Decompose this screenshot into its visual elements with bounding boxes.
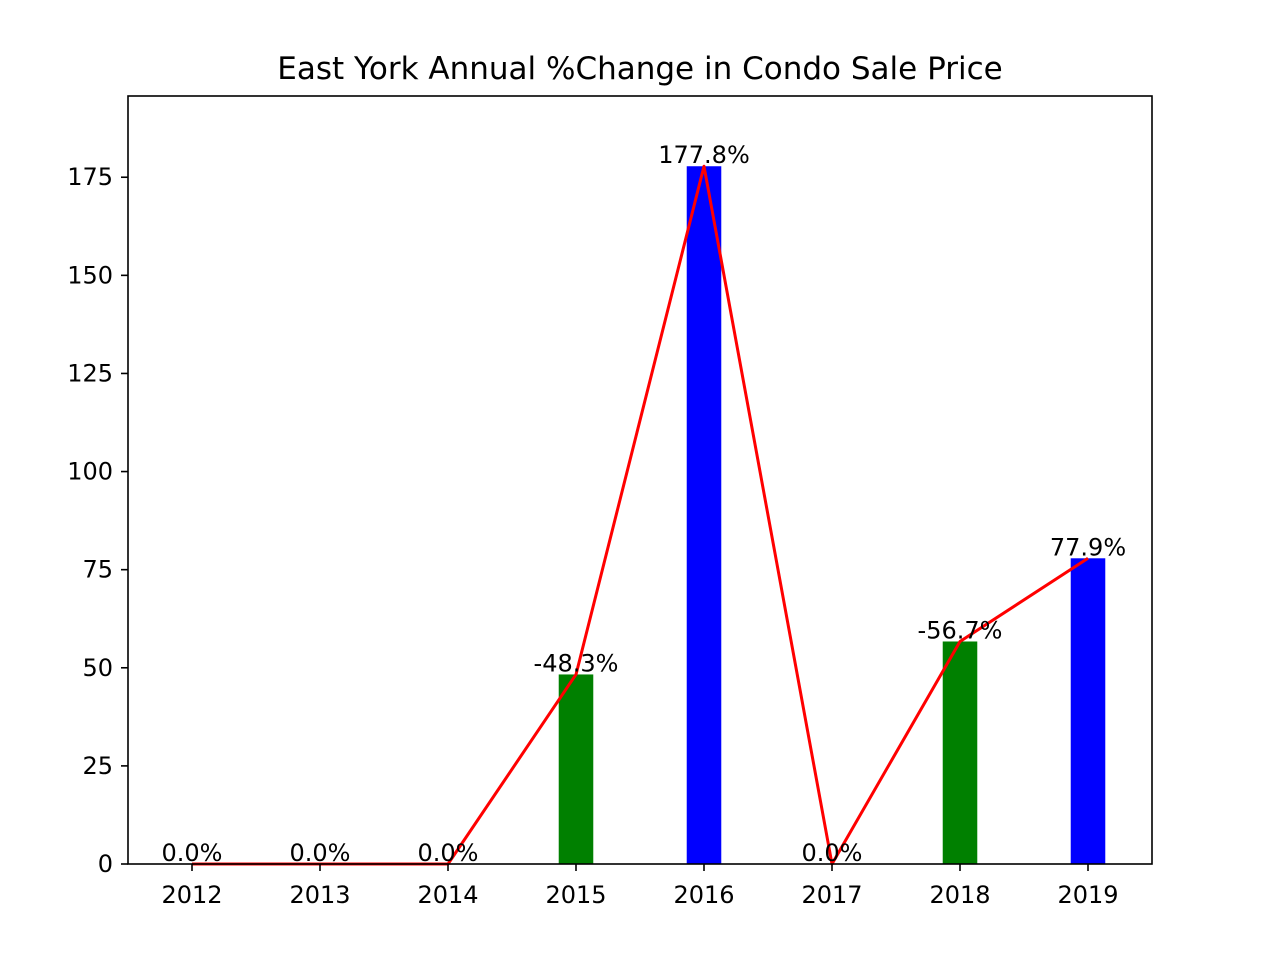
- y-tick-label-175: 175: [67, 163, 113, 191]
- data-label-2019: 77.9%: [1050, 533, 1126, 561]
- plot-area-frame: [127, 95, 1153, 865]
- y-tick-label-25: 25: [82, 752, 113, 780]
- x-tick-label-2013: 2013: [289, 881, 350, 909]
- data-labels-layer: 0.0% 0.0% 0.0% -48.3% 177.8% 0.0% -56.7% 77.9%: [162, 141, 1127, 867]
- y-tick-label-150: 150: [67, 261, 113, 289]
- data-label-2013: 0.0%: [290, 839, 351, 867]
- bar-2015: [558, 674, 594, 864]
- x-tick-label-2014: 2014: [417, 881, 478, 909]
- y-tick-label-75: 75: [82, 556, 113, 584]
- data-label-2012: 0.0%: [162, 839, 223, 867]
- x-tick-label-2018: 2018: [929, 881, 990, 909]
- y-tick-label-0: 0: [98, 850, 113, 878]
- data-label-2018: -56.7%: [918, 616, 1003, 644]
- bars-layer: [558, 166, 1106, 865]
- y-axis: 0 25 50 75 100 125 150 175: [67, 163, 128, 878]
- x-tick-label-2012: 2012: [161, 881, 222, 909]
- x-axis: 2012 2013 2014 2015 2016 2017 2018 2019: [161, 864, 1119, 909]
- chart-title: East York Annual %Change in Condo Sale P…: [277, 51, 1002, 87]
- bar-2019: [1070, 558, 1106, 864]
- y-tick-label-125: 125: [67, 359, 113, 387]
- data-label-2016: 177.8%: [658, 141, 750, 169]
- y-tick-label-50: 50: [82, 654, 113, 682]
- data-label-2015: -48.3%: [534, 649, 619, 677]
- x-tick-label-2016: 2016: [673, 881, 734, 909]
- data-label-2014: 0.0%: [418, 839, 479, 867]
- x-tick-label-2015: 2015: [545, 881, 606, 909]
- data-label-2017: 0.0%: [802, 839, 863, 867]
- bar-2018: [942, 641, 978, 864]
- x-tick-label-2017: 2017: [801, 881, 862, 909]
- x-tick-label-2019: 2019: [1057, 881, 1118, 909]
- bar-2016: [686, 166, 722, 865]
- y-tick-label-100: 100: [67, 458, 113, 486]
